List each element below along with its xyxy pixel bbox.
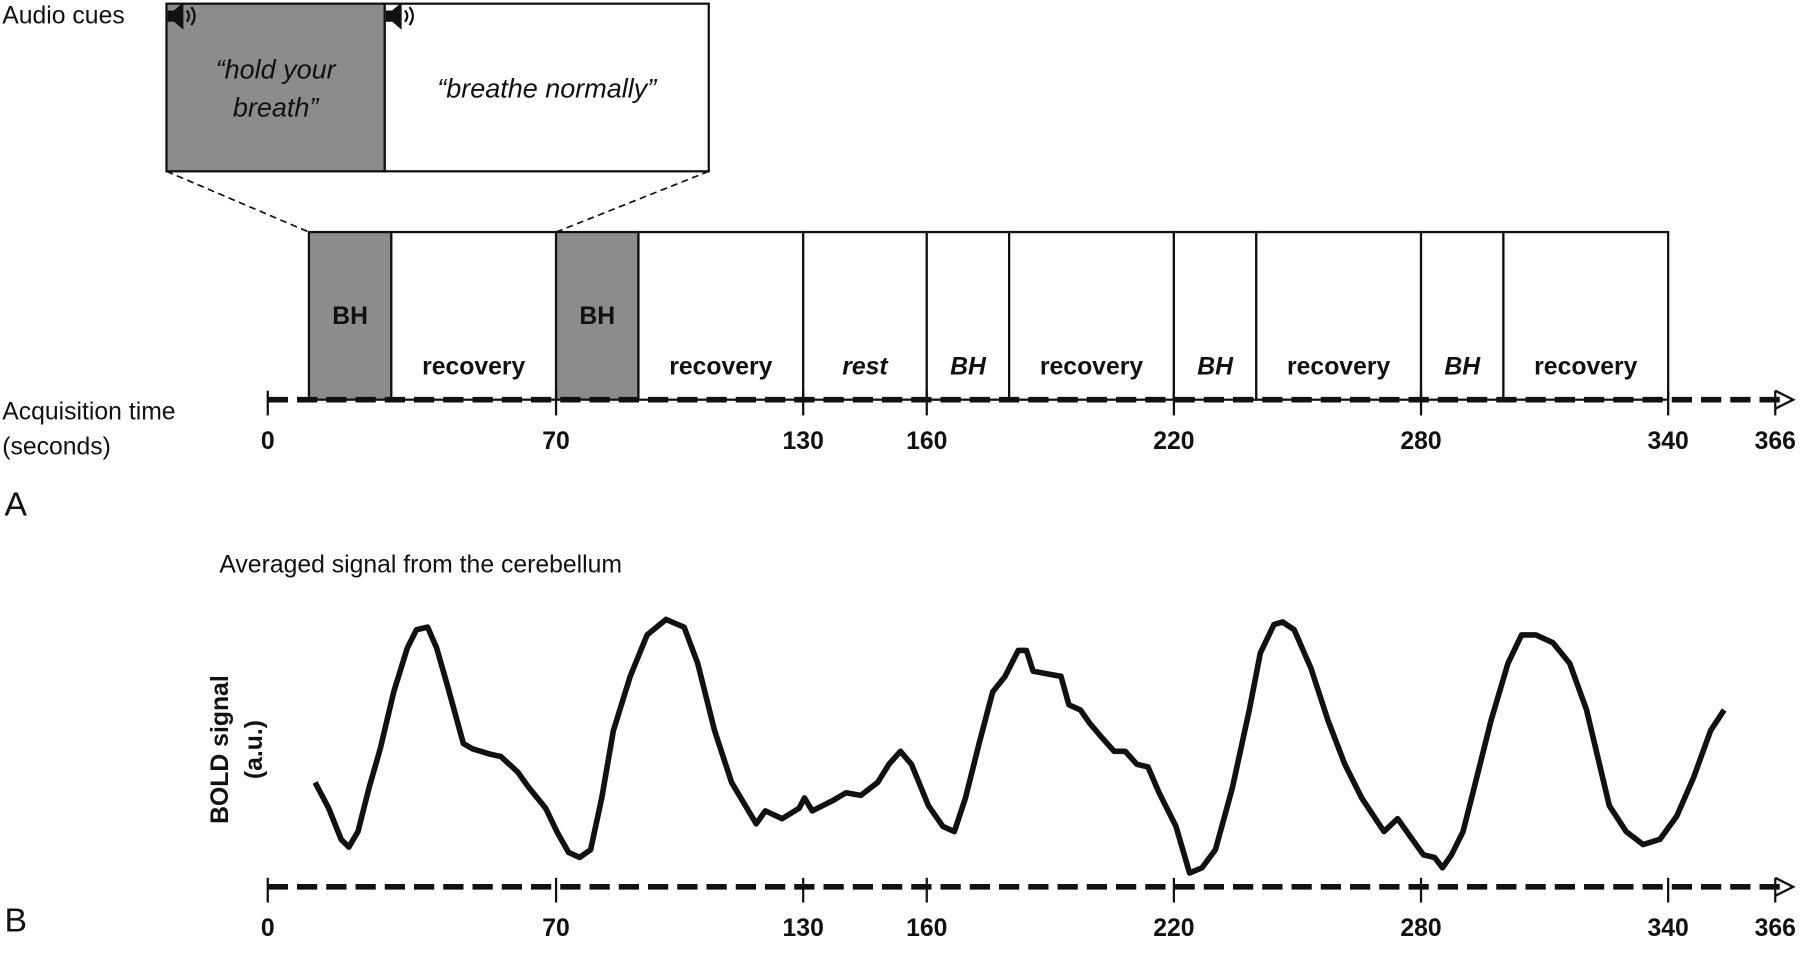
zoom-line [555, 170, 710, 233]
block-label: BH [950, 354, 987, 381]
x-tick-label: 70 [542, 428, 570, 455]
block-label: recovery [1534, 354, 1637, 381]
x-tick-label: 280 [1400, 915, 1441, 942]
block [1502, 230, 1670, 401]
audio-label: Audio cues [2, 3, 124, 30]
block [802, 230, 928, 401]
block-label: BH [1197, 354, 1234, 381]
block-label: recovery [1287, 354, 1390, 381]
x-tick-label: 130 [783, 428, 824, 455]
cue-text: “breathe normally” [437, 73, 657, 103]
block [307, 230, 393, 401]
x-tick-label: 70 [542, 915, 570, 942]
axis-label: (seconds) [2, 434, 111, 461]
axis-label: Acquisition time [2, 399, 175, 426]
y-axis-label: (a.u.) [241, 720, 268, 779]
cue-box-breathe [383, 2, 710, 173]
block [1008, 230, 1176, 401]
block-label: recovery [1040, 354, 1143, 381]
block-label: BH [1444, 354, 1481, 381]
block [1419, 230, 1505, 401]
y-axis-label: BOLD signal [207, 675, 234, 824]
block-label: BH [579, 303, 615, 330]
x-tick-label: 160 [906, 915, 947, 942]
x-tick-label: 220 [1153, 428, 1194, 455]
cue-text: breath” [233, 93, 320, 123]
block-label: recovery [422, 354, 525, 381]
speaker-icon [167, 2, 196, 30]
x-tick-label: 340 [1648, 428, 1689, 455]
x-tick-label: 366 [1755, 428, 1796, 455]
x-tick-label: 0 [261, 915, 275, 942]
speaker-icon [385, 2, 414, 30]
panel-letter: A [5, 485, 28, 523]
x-tick-label: 340 [1648, 915, 1689, 942]
block-label: rest [842, 354, 889, 381]
block [925, 230, 1011, 401]
x-tick-label: 0 [261, 428, 275, 455]
axis-arrow [1774, 389, 1796, 410]
x-tick-label: 220 [1153, 915, 1194, 942]
signal-line [312, 616, 1727, 876]
x-tick-label: 280 [1400, 428, 1441, 455]
cue-box-hold [165, 2, 386, 173]
block-label: recovery [669, 354, 772, 381]
block-label: BH [332, 303, 368, 330]
chart-title: Averaged signal from the cerebellum [219, 552, 622, 579]
x-tick-label: 160 [906, 428, 947, 455]
cue-text: “hold your [216, 54, 337, 84]
axis-arrow [1774, 876, 1796, 897]
x-tick-label: 130 [783, 915, 824, 942]
panel-letter: B [5, 902, 28, 940]
x-tick-label: 366 [1755, 915, 1796, 942]
zoom-line [166, 170, 310, 233]
